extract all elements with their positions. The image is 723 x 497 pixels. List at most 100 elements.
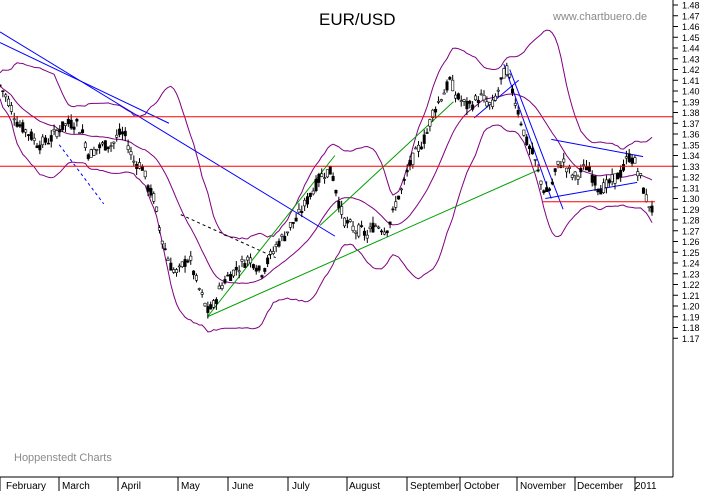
- candle-body: [66, 118, 70, 125]
- candle-body: [149, 187, 153, 196]
- upper-band: [0, 29, 653, 240]
- candle-body: [194, 275, 198, 281]
- y-tick-label: 1.29: [682, 205, 700, 215]
- x-tick-label: November: [520, 481, 567, 492]
- y-tick-label: 1.41: [682, 76, 700, 86]
- candle-body: [334, 189, 338, 194]
- candle-body: [357, 224, 361, 237]
- y-tick-label: 1.46: [682, 22, 700, 32]
- candle-body: [126, 145, 130, 150]
- y-tick-label: 1.39: [682, 97, 700, 107]
- x-tick-label: February: [6, 481, 46, 492]
- candle-body: [200, 292, 204, 295]
- candle-body: [328, 165, 332, 175]
- uptrend-line: [207, 155, 336, 318]
- candle-body: [1, 90, 5, 93]
- triangle-line: [545, 181, 638, 199]
- candle-body: [556, 160, 560, 165]
- candle-body: [368, 226, 372, 229]
- candle-body: [565, 167, 569, 173]
- candle-body: [286, 231, 290, 234]
- candle-body: [570, 174, 574, 178]
- candle-body: [567, 166, 571, 169]
- candle-body: [354, 231, 358, 234]
- candle-body: [454, 94, 458, 99]
- candle-body: [476, 99, 480, 103]
- candle-body: [641, 187, 645, 194]
- candle-body: [479, 93, 483, 96]
- candle-body: [246, 256, 250, 261]
- candle-body: [488, 102, 492, 105]
- candle-body: [243, 263, 247, 268]
- y-tick-label: 1.23: [682, 269, 700, 279]
- candle-body: [473, 95, 477, 101]
- candle-body: [115, 134, 119, 138]
- y-tick-label: 1.25: [682, 248, 700, 258]
- candle-body: [411, 152, 415, 165]
- y-tick-label: 1.43: [682, 54, 700, 64]
- candle-body: [422, 134, 426, 144]
- candle-body: [624, 156, 628, 159]
- x-tick-label: December: [577, 481, 624, 492]
- candle-body: [308, 192, 312, 197]
- candle-body: [633, 157, 637, 164]
- y-tick-label: 1.20: [682, 302, 700, 312]
- candle-body: [132, 160, 136, 163]
- candle-body: [7, 98, 11, 106]
- y-tick-label: 1.21: [682, 291, 700, 301]
- x-tick-label: October: [464, 481, 500, 492]
- y-tick-label: 1.36: [682, 130, 700, 140]
- channel-line: [509, 69, 564, 210]
- candle-body: [391, 208, 395, 211]
- candle-body: [380, 230, 384, 233]
- candle-body: [491, 99, 495, 107]
- candle-body: [348, 219, 352, 222]
- candle-body: [536, 169, 540, 172]
- candle-body: [360, 225, 364, 227]
- y-tick-label: 1.40: [682, 87, 700, 97]
- candle-body: [434, 108, 438, 113]
- candle-body: [530, 148, 534, 155]
- candle-body: [402, 178, 406, 181]
- candle-body: [399, 188, 403, 191]
- candle-body: [103, 140, 107, 151]
- candle-body: [456, 93, 460, 100]
- candle-body: [340, 206, 344, 215]
- candle-body: [505, 65, 509, 75]
- resistance-lines: [0, 116, 673, 203]
- candle-body: [263, 268, 267, 272]
- candle-body: [183, 259, 187, 267]
- candle-body: [585, 166, 589, 171]
- candle-body: [274, 244, 278, 247]
- candle-body: [607, 179, 611, 184]
- x-axis-ticks: February March April May June July August Septe…: [0, 477, 657, 492]
- candle-body: [35, 145, 39, 148]
- candle-body: [436, 101, 440, 103]
- candle-body: [81, 129, 85, 134]
- candle-body: [650, 205, 654, 213]
- candle-body: [83, 142, 87, 148]
- candle-body: [38, 144, 42, 151]
- candle-body: [123, 130, 127, 137]
- y-tick-label: 1.47: [682, 11, 700, 21]
- candle-body: [58, 129, 62, 133]
- candle-body: [582, 164, 586, 166]
- x-tick-label: March: [62, 481, 90, 492]
- candle-body: [414, 147, 418, 150]
- candle-body: [120, 131, 124, 135]
- trend-lines: [0, 31, 644, 318]
- candle-body: [465, 101, 469, 110]
- candle-body: [325, 169, 329, 178]
- candle-body: [297, 208, 301, 213]
- candle-body: [169, 262, 173, 271]
- candle-body: [44, 137, 48, 143]
- candle-body: [106, 146, 110, 150]
- candle-body: [69, 119, 73, 129]
- candle-body: [602, 182, 606, 193]
- x-tick-label: 2011: [635, 481, 657, 492]
- x-tick-label: June: [232, 481, 254, 492]
- candle-body: [548, 188, 552, 191]
- candle-body: [576, 175, 580, 180]
- candle-body: [157, 227, 161, 231]
